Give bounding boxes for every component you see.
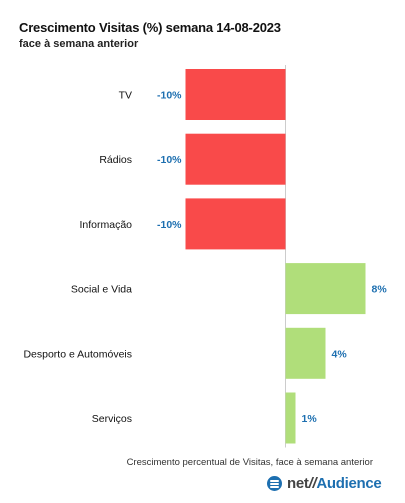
value-label: -10% [157, 219, 182, 231]
chart-title: Crescimento Visitas (%) semana 14-08-202… [19, 20, 281, 35]
bar-5 [285, 327, 326, 379]
netaudience-logo: net//Audience [267, 474, 382, 492]
category-label: Social e Vida [71, 284, 132, 296]
value-label: -10% [157, 154, 182, 166]
bar-2 [185, 133, 286, 185]
category-label: Informação [79, 219, 132, 231]
value-label: 1% [302, 413, 318, 425]
bar-4 [285, 263, 366, 315]
category-label: TV [119, 90, 132, 102]
category-label: Desporto e Automóveis [23, 348, 132, 360]
value-label: -10% [157, 90, 182, 102]
value-label: 4% [332, 348, 348, 360]
bar-1 [185, 69, 286, 120]
logo-text: net//Audience [287, 474, 382, 492]
bar-6 [285, 392, 296, 444]
category-label: Serviços [92, 413, 132, 425]
value-label: 8% [372, 284, 388, 296]
category-label: Rádios [99, 154, 132, 166]
netaudience-logo-icon [267, 475, 282, 491]
chart-footnote: Crescimento percentual de Visitas, face … [126, 457, 373, 468]
bar-3 [185, 198, 286, 250]
chart-subtitle: face à semana anterior [19, 38, 139, 50]
